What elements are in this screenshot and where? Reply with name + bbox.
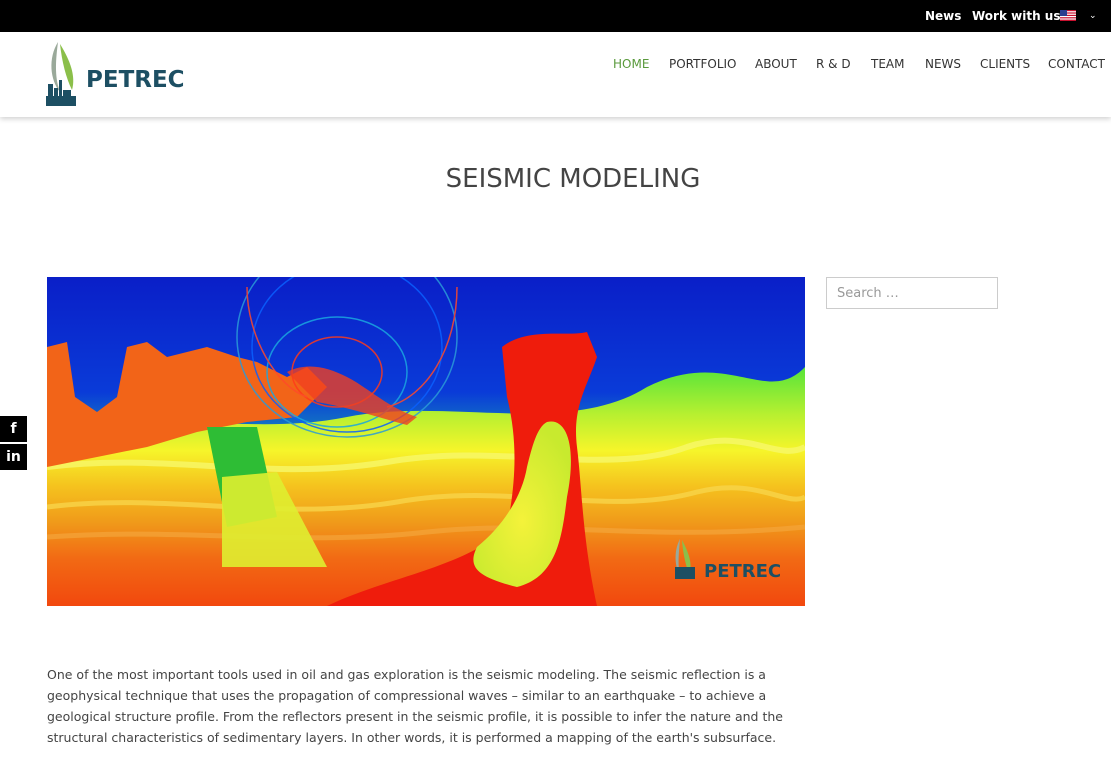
topbar-news-link[interactable]: News	[925, 9, 962, 23]
facebook-share-button[interactable]: f	[0, 416, 27, 442]
petrec-logo[interactable]: PETREC	[46, 40, 185, 110]
content-paragraph: One of the most important tools used in …	[47, 667, 783, 745]
nav-contact[interactable]: CONTACT	[1048, 57, 1105, 71]
hero-watermark-logo: PETREC	[675, 539, 781, 582]
topbar-work-with-us-link[interactable]: Work with us	[972, 9, 1061, 23]
seismic-model-image: PETREC	[47, 277, 805, 606]
hero-watermark-text: PETREC	[704, 561, 781, 582]
us-flag-icon[interactable]	[1060, 10, 1076, 21]
nav-team[interactable]: TEAM	[871, 57, 905, 71]
nav-r-and-d[interactable]: R & D	[816, 57, 851, 71]
page-title: SEISMIC MODELING	[445, 164, 701, 194]
logo-text: PETREC	[86, 67, 185, 93]
logo-mark-icon	[46, 42, 76, 106]
nav-portfolio[interactable]: PORTFOLIO	[669, 57, 737, 71]
nav-about[interactable]: ABOUT	[755, 57, 797, 71]
nav-news[interactable]: NEWS	[925, 57, 962, 71]
top-bar: News Work with us ⌄	[0, 0, 1111, 32]
search-input[interactable]	[826, 277, 998, 309]
facebook-icon: f	[10, 421, 17, 437]
nav-home[interactable]: HOME	[613, 57, 650, 71]
linkedin-icon: in	[6, 449, 21, 465]
site-header: PETREC HOME PORTFOLIO ABOUT R & D TEAM N…	[0, 32, 1111, 117]
linkedin-share-button[interactable]: in	[0, 444, 27, 470]
nav-clients[interactable]: CLIENTS	[980, 57, 1031, 71]
language-dropdown-caret-icon[interactable]: ⌄	[1089, 11, 1097, 21]
